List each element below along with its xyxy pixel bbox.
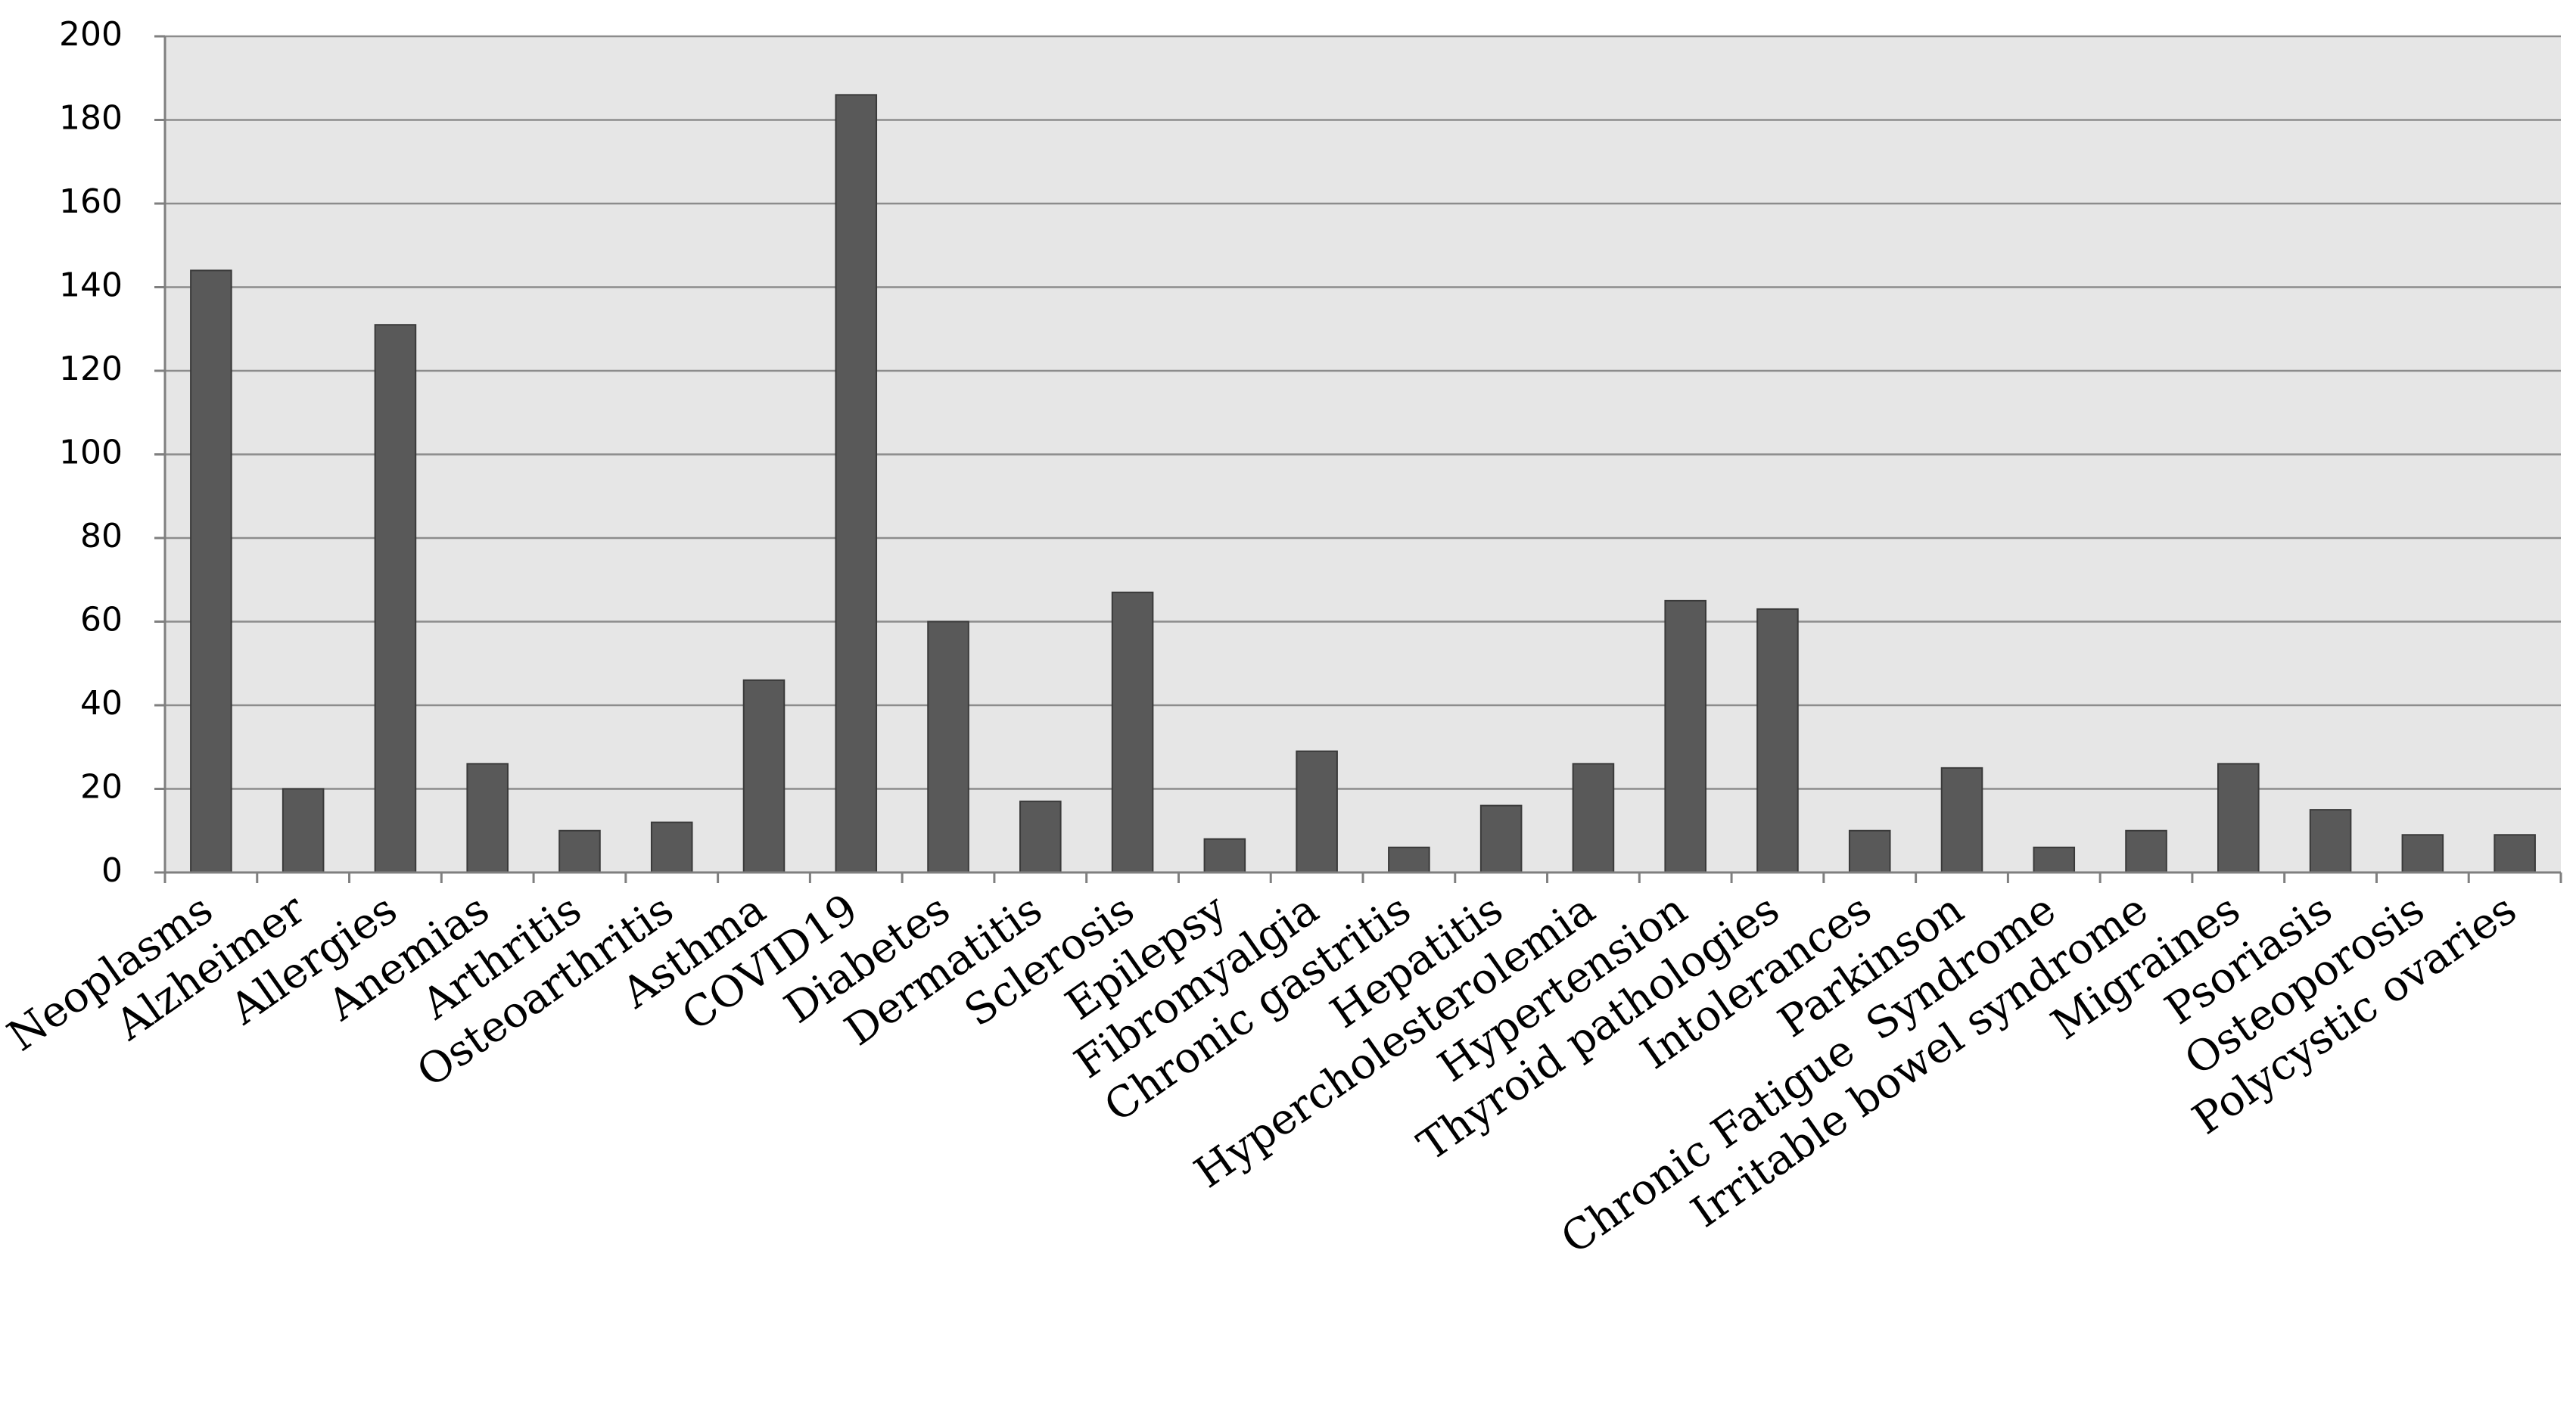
bars: [190, 94, 2536, 874]
bar-dermatitis: [1019, 801, 1062, 873]
y-tick-label: 160: [59, 182, 123, 221]
bar-hypercholesterolemia: [1572, 763, 1615, 873]
bar-fibromyalgia: [1296, 750, 1338, 874]
bar-covid19: [835, 94, 878, 874]
y-tick-label: 180: [59, 99, 123, 138]
bar-chronic-gastritis: [1388, 846, 1430, 873]
bar-arthritis: [558, 829, 601, 873]
bar-osteoporosis: [2401, 834, 2444, 874]
y-tick-label: 40: [80, 684, 123, 723]
bar-epilepsy: [1203, 838, 1246, 874]
x-axis-ticks: NeoplasmsAlzheimerAllergiesAnemiasArthri…: [0, 872, 2562, 1264]
bar-alzheimer: [282, 788, 325, 873]
bar-asthma: [742, 679, 786, 873]
bar-irritable-bowel-syndrome: [2125, 829, 2167, 873]
grid-lines: [165, 35, 2561, 874]
y-tick-label: 120: [59, 350, 123, 388]
y-tick-label: 140: [59, 266, 123, 305]
y-tick-label: 60: [80, 601, 123, 639]
y-tick-label: 0: [101, 851, 123, 890]
y-axis-ticks: 0 20 40 60 80 100 120 140 160 180 200: [59, 15, 165, 890]
y-tick-label: 80: [80, 517, 123, 555]
bar-chronic-fatigue-syndrome: [2033, 846, 2076, 873]
y-tick-label: 20: [80, 768, 123, 807]
bar-diabetes: [927, 620, 969, 873]
bar-psoriasis: [2309, 809, 2352, 873]
y-tick-label: 200: [59, 15, 123, 54]
bar-thyroid-pathologies: [1756, 608, 1799, 873]
y-tick-label: 100: [59, 434, 123, 472]
bar-parkinson: [1940, 767, 1983, 873]
bar-neoplasms: [190, 269, 232, 873]
bar-allergies: [374, 324, 417, 874]
bar-hepatitis: [1479, 804, 1523, 873]
bar-anemias: [466, 763, 509, 873]
bar-migraines: [2217, 763, 2260, 873]
bar-polycystic-ovaries: [2494, 834, 2536, 874]
bar-osteoarthritis: [650, 821, 693, 873]
bar-sclerosis: [1111, 591, 1154, 873]
bar-intolerances: [1848, 829, 1891, 873]
bar-hypertension: [1664, 599, 1706, 873]
